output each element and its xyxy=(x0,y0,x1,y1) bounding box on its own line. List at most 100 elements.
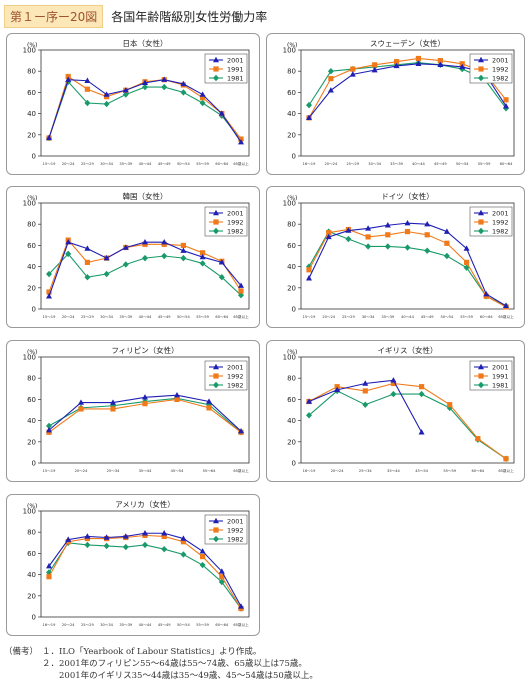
x-tick-label: 15～19 xyxy=(303,315,316,319)
data-point xyxy=(142,394,148,400)
data-point xyxy=(46,293,52,299)
x-tick-label: 55～59 xyxy=(443,469,456,473)
data-point xyxy=(161,83,168,91)
data-point xyxy=(238,428,244,434)
y-tick-label: 0 xyxy=(292,460,296,468)
legend-label: 1992 xyxy=(492,219,509,227)
legend-entry: 1982 xyxy=(209,536,244,544)
x-tick-label: 20～24 xyxy=(325,162,338,166)
series-1982 xyxy=(306,228,509,310)
y-tick-label: 0 xyxy=(32,153,36,161)
data-point xyxy=(372,62,378,68)
series-1992 xyxy=(306,226,509,310)
legend-label: 2001 xyxy=(227,57,244,65)
legend-label: 1991 xyxy=(227,66,244,74)
series-line xyxy=(308,228,507,308)
note-3: 2001年のイギリス35～44歳は35～49歳、45～54歳は50歳以上。 xyxy=(42,671,318,681)
chart-svg-germany: ドイツ（女性） (%) 0 20 40 60 80 100 15～19 20～24 25～29 30～… xyxy=(283,191,515,319)
data-point xyxy=(142,83,148,91)
y-tick-label: 40 xyxy=(287,417,296,425)
x-tick-label: 35～39 xyxy=(119,623,132,627)
data-point xyxy=(84,259,90,265)
series-1992 xyxy=(46,237,244,295)
data-point xyxy=(110,406,116,412)
data-point xyxy=(180,551,187,558)
x-tick-label: 30～34 xyxy=(100,623,113,627)
data-point xyxy=(199,99,206,107)
y-axis-unit: (%) xyxy=(287,349,297,356)
y-axis-unit: (%) xyxy=(27,42,37,49)
y-tick-label: 20 xyxy=(27,284,36,292)
plot-frame xyxy=(40,202,250,310)
chart-title: ドイツ（女性） xyxy=(381,191,434,201)
data-point xyxy=(306,275,312,281)
x-tick-label: 30～34 xyxy=(368,162,381,166)
series-line xyxy=(48,542,242,609)
data-point xyxy=(78,399,84,405)
note-row-2: ２．2001年のフィリピン55～64歳は55～74歳、65歳以上は75歳。 xyxy=(4,658,528,670)
x-tick-label: 50～54 xyxy=(177,162,190,166)
y-tick-label: 60 xyxy=(27,89,36,97)
data-point xyxy=(46,134,52,141)
legend-label: 2001 xyxy=(492,210,509,218)
legend-marker xyxy=(478,373,484,379)
data-point xyxy=(437,61,444,68)
data-point xyxy=(84,77,91,83)
note-row-3: 2001年のイギリス35～44歳は35～49歳、45～54歳は50歳以上。 xyxy=(4,670,528,682)
y-tick-label: 40 xyxy=(27,110,36,118)
plot-frame xyxy=(300,356,515,464)
data-point xyxy=(199,548,206,554)
legend-label: 1992 xyxy=(227,219,244,227)
note-row-1: （備考） １．ILO「Yearbook of Labour Statistics… xyxy=(4,646,528,658)
legend-label: 1982 xyxy=(492,75,509,83)
x-tick-label: 20～24 xyxy=(62,623,75,627)
x-tick-label: 35～39 xyxy=(381,315,394,319)
chart-title: スウェーデン（女性） xyxy=(370,38,445,48)
data-point xyxy=(503,456,509,462)
chart-svg-sweden: スウェーデン（女性） (%) 0 20 40 60 80 100 16～19 20～24 25～29… xyxy=(283,38,515,166)
data-point xyxy=(447,402,453,408)
legend-label: 1981 xyxy=(227,75,244,83)
data-point xyxy=(503,97,509,103)
x-tick-label: 50～54 xyxy=(177,315,190,319)
data-point xyxy=(122,244,129,250)
legend-entry: 2001 xyxy=(474,210,509,218)
data-point xyxy=(418,390,425,398)
plot-frame xyxy=(40,356,250,464)
chart-title: 日本（女性） xyxy=(123,38,168,48)
data-point xyxy=(174,391,180,398)
x-tick-label: 65歳以上 xyxy=(498,468,514,473)
x-tick-label: 25～29 xyxy=(81,315,94,319)
y-tick-label: 60 xyxy=(27,242,36,250)
data-point xyxy=(404,229,411,235)
data-point xyxy=(180,89,187,96)
data-point xyxy=(218,259,225,265)
y-tick-label: 100 xyxy=(23,47,36,55)
data-point xyxy=(200,95,206,101)
x-tick-label: 30～34 xyxy=(100,162,113,166)
data-point xyxy=(393,59,400,65)
x-tick-label: 45～49 xyxy=(158,162,171,166)
data-point xyxy=(238,603,244,609)
data-point xyxy=(218,110,225,116)
data-point xyxy=(46,574,52,580)
plot-frame xyxy=(300,49,515,157)
chart-panel-germany: ドイツ（女性） (%) 0 20 40 60 80 100 15～19 20～24 25～29 30～… xyxy=(266,186,525,328)
data-point xyxy=(84,245,91,251)
y-tick-label: 20 xyxy=(27,438,36,446)
legend-entry: 1982 xyxy=(209,382,244,390)
legend-marker xyxy=(478,66,484,72)
chart-svg-japan: 日本（女性） (%) 0 20 40 60 80 100 15～19 20～24 25～29 30～3… xyxy=(23,38,250,166)
series-1981 xyxy=(46,78,244,144)
data-point xyxy=(238,288,244,294)
data-point xyxy=(326,230,332,236)
legend-label: 1982 xyxy=(492,228,509,236)
x-tick-label: 55～64 xyxy=(203,469,216,473)
series-line xyxy=(308,390,507,460)
chart-panel-usa: アメリカ（女性） (%) 0 20 40 60 80 100 16～19 20～24 25～29 30… xyxy=(6,494,260,636)
data-point xyxy=(103,100,110,108)
data-point xyxy=(142,530,148,536)
x-tick-label: 55～59 xyxy=(460,315,473,319)
y-tick-label: 20 xyxy=(287,131,296,139)
data-point xyxy=(199,561,206,569)
